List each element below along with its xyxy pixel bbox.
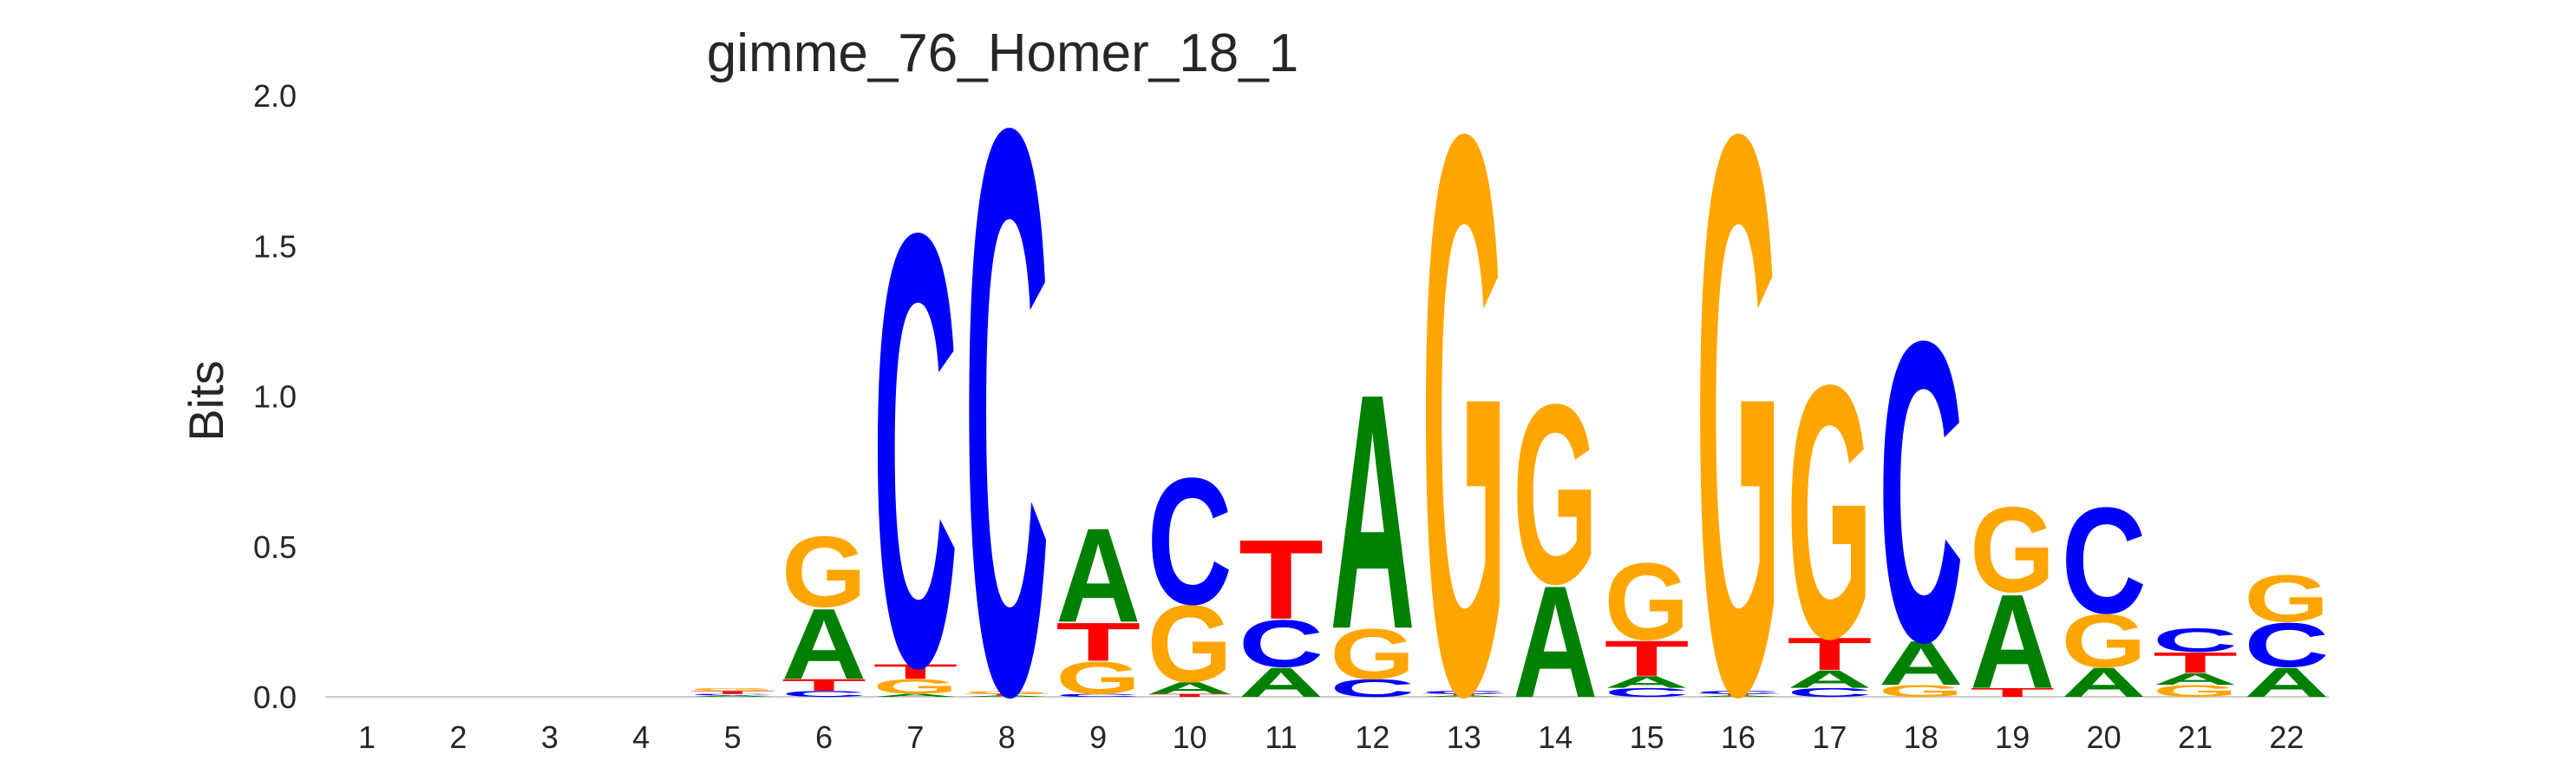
x-tick-label: 21 bbox=[2178, 719, 2213, 755]
logo-letter-T: T bbox=[1970, 686, 2055, 699]
logo-letter-A: A bbox=[1513, 554, 1598, 732]
x-tick-label: 17 bbox=[1812, 719, 1847, 755]
x-tick-label: 7 bbox=[906, 719, 924, 755]
x-tick-label: 19 bbox=[1995, 719, 2030, 755]
logo-letter-G: G bbox=[1056, 653, 1141, 704]
logo-letter-A: A bbox=[690, 695, 775, 698]
x-tick-label: 22 bbox=[2269, 719, 2304, 755]
x-tick-label: 14 bbox=[1538, 719, 1572, 755]
logo-letter-G: G bbox=[1330, 614, 1415, 694]
x-tick-label: 4 bbox=[632, 719, 650, 755]
logo-letter-C: C bbox=[1239, 607, 1324, 681]
logo-letter-G: G bbox=[1970, 482, 2055, 618]
x-tick-label: 8 bbox=[998, 719, 1016, 755]
logo-letter-A: A bbox=[1239, 659, 1324, 706]
logo-letter-G: G bbox=[1696, 0, 1781, 781]
logo-letter-C: C bbox=[1787, 686, 1872, 699]
logo-letter-T: T bbox=[1787, 628, 1872, 679]
logo-letter-G: G bbox=[2244, 561, 2329, 637]
logo-letter-A: A bbox=[1787, 665, 1872, 693]
logo-letter-G: G bbox=[964, 690, 1049, 694]
logo-letter-C: C bbox=[2062, 477, 2147, 646]
logo-letter-G: G bbox=[690, 687, 775, 692]
logo-letter-C: C bbox=[1330, 674, 1415, 703]
logo-letter-T: T bbox=[1147, 693, 1232, 698]
x-tick-label: 15 bbox=[1630, 719, 1664, 755]
logo-letter-G: G bbox=[1787, 312, 1872, 714]
x-tick-label: 16 bbox=[1721, 719, 1755, 755]
x-tick-label: 10 bbox=[1173, 719, 1207, 755]
logo-letter-A: A bbox=[964, 695, 1049, 698]
y-tick-label: 1.0 bbox=[253, 379, 297, 415]
logo-letter-C: C bbox=[873, 104, 958, 781]
logo-letter-A: A bbox=[2062, 659, 2147, 706]
logo-letter-C: C bbox=[1056, 693, 1141, 698]
x-tick-label: 18 bbox=[1904, 719, 1939, 755]
x-tick-label: 12 bbox=[1355, 719, 1389, 755]
logo-letter-C: C bbox=[1422, 690, 1507, 694]
logo-letter-G: G bbox=[1879, 682, 1964, 701]
logo-letter-G: G bbox=[1513, 352, 1598, 638]
logo-letter-T: T bbox=[1056, 612, 1141, 673]
x-tick-label: 6 bbox=[815, 719, 833, 755]
logo-letter-T: T bbox=[964, 693, 1049, 696]
logo-letter-A: A bbox=[2244, 659, 2329, 706]
logo-letter-A: A bbox=[1330, 325, 1415, 699]
logo-letter-A: A bbox=[1970, 566, 2055, 716]
logo-letter-T: T bbox=[1239, 517, 1324, 644]
logo-letter-T: T bbox=[690, 690, 775, 694]
x-tick-label: 3 bbox=[541, 719, 559, 755]
logo-letter-C: C bbox=[1696, 690, 1781, 694]
logo-letter-C: C bbox=[781, 689, 866, 699]
logo-letter-T: T bbox=[1605, 630, 1690, 686]
logo-letter-G: G bbox=[873, 675, 958, 699]
x-tick-label: 2 bbox=[449, 719, 467, 755]
x-tick-label: 11 bbox=[1265, 719, 1297, 755]
logo-letter-A: A bbox=[1147, 679, 1232, 698]
logo-letter-G: G bbox=[2062, 599, 2147, 683]
logo-letter-G: G bbox=[781, 515, 866, 628]
logo-letter-A: A bbox=[1879, 628, 1964, 699]
y-axis-label: Bits bbox=[179, 360, 233, 441]
x-tick-label: 20 bbox=[2087, 719, 2122, 755]
logo-letter-C: C bbox=[1605, 686, 1690, 699]
logo-letter-G: G bbox=[1147, 583, 1232, 706]
logo-letter-A: A bbox=[1605, 673, 1690, 692]
logo-letter-C: C bbox=[1879, 252, 1964, 731]
logo-letter-C: C bbox=[1147, 441, 1232, 642]
logo-letter-C: C bbox=[2244, 610, 2329, 680]
logo-letter-A: A bbox=[1696, 695, 1781, 698]
logo-letter-C: C bbox=[690, 693, 775, 696]
logo-letter-G: G bbox=[1422, 0, 1507, 781]
y-tick-label: 2.0 bbox=[253, 78, 297, 114]
x-tick-label: 13 bbox=[1447, 719, 1481, 755]
logo-letter-A: A bbox=[873, 693, 958, 698]
logo-letter-A: A bbox=[2153, 670, 2238, 689]
logo-letter-T: T bbox=[781, 676, 866, 695]
logo-letter-T: T bbox=[873, 660, 958, 683]
logo-letter-G: G bbox=[1605, 541, 1690, 663]
y-tick-label: 0.5 bbox=[253, 529, 297, 565]
x-tick-label: 5 bbox=[724, 719, 742, 755]
logo-letter-C: C bbox=[964, 0, 1049, 781]
y-axis-ticks: 0.0 0.5 1.0 1.5 2.0 bbox=[253, 78, 297, 715]
chart-title: gimme_76_Homer_18_1 bbox=[707, 23, 1298, 83]
logo-letter-T: T bbox=[1422, 693, 1507, 696]
logo-letter-A: A bbox=[781, 587, 866, 700]
x-tick-label: 1 bbox=[358, 719, 376, 755]
x-axis-ticks: 1 2 3 4 5 6 7 8 9 10 11 12 13 14 15 16 17 18 19 20 21 22 bbox=[358, 719, 2304, 755]
logo-letter-G: G bbox=[2153, 682, 2238, 701]
logo-letter-A: A bbox=[1056, 500, 1141, 650]
y-tick-label: 1.5 bbox=[253, 228, 297, 264]
y-tick-label: 0.0 bbox=[253, 679, 297, 715]
logo-letter-C: C bbox=[2153, 621, 2238, 659]
logo-letter-T: T bbox=[2153, 646, 2238, 679]
logo-letter-T: T bbox=[1696, 693, 1781, 696]
x-tick-label: 9 bbox=[1089, 719, 1107, 755]
logo-letter-A: A bbox=[1422, 695, 1507, 698]
